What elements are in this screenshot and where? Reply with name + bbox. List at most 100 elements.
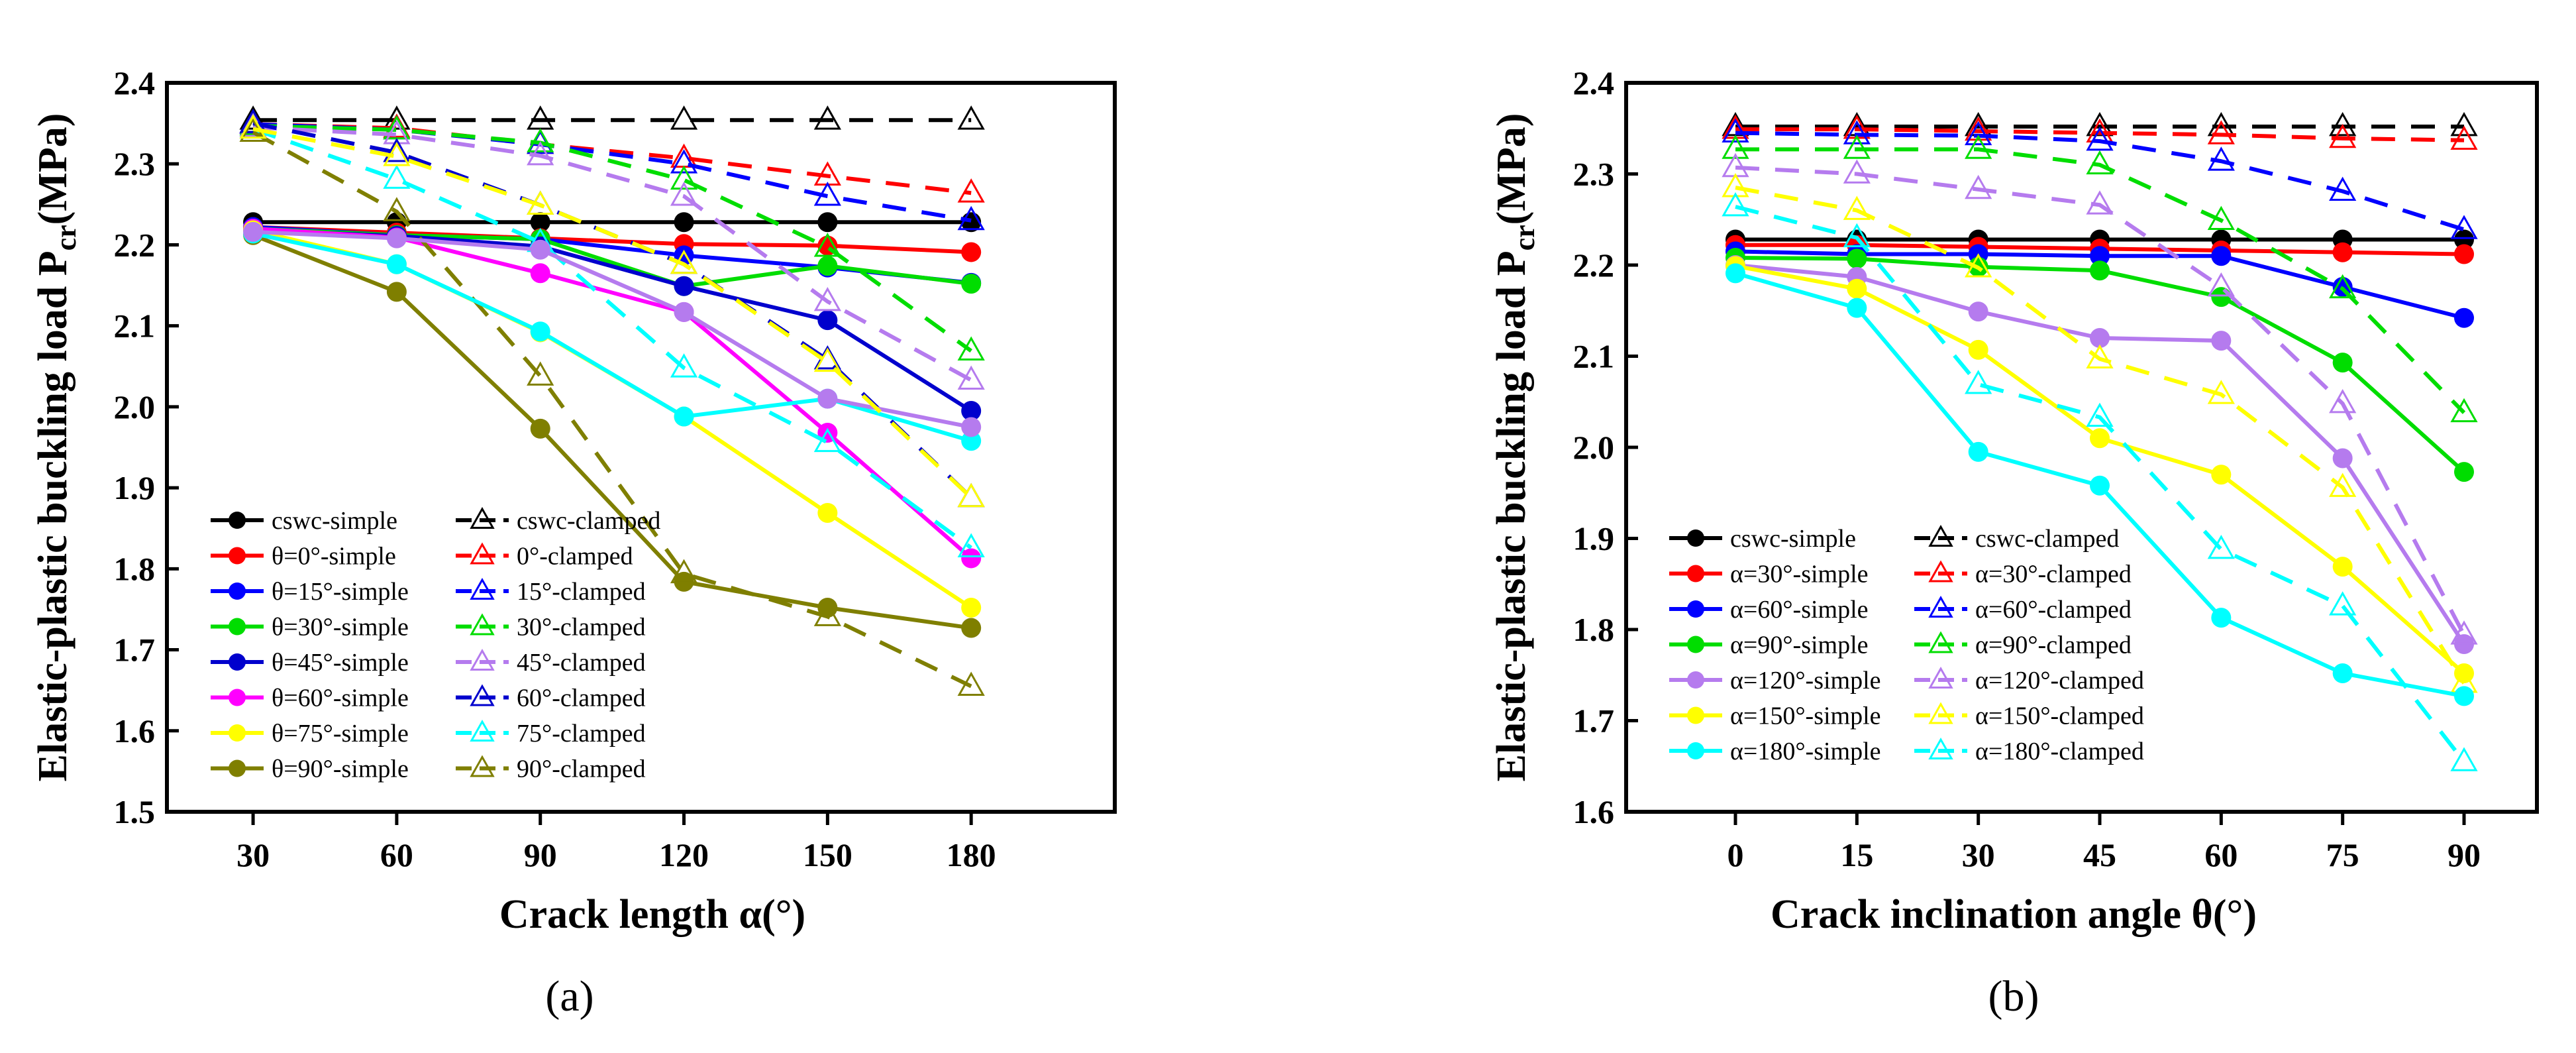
legend-circle-marker <box>229 653 246 671</box>
panel-a-y-axis-title-unit: (MPa) <box>30 113 76 225</box>
series--150-simple <box>1726 256 2474 683</box>
panel-a-x-ticks: 30 60 90 120 150 180 <box>236 812 996 873</box>
legend-triangle-marker <box>1928 737 1953 760</box>
circle-marker <box>961 274 982 294</box>
legend-label: α=90°-clamped <box>1975 632 2132 659</box>
panel-a-marks <box>239 105 985 696</box>
legend-circle-marker <box>1687 742 1704 759</box>
circle-marker <box>961 431 982 451</box>
series--90-simple <box>243 225 982 638</box>
triangle-marker <box>2086 344 2114 369</box>
legend-triangle-marker <box>470 648 495 671</box>
legend-triangle-marker <box>1928 560 1953 582</box>
circle-marker <box>2211 331 2232 351</box>
series-line <box>252 225 972 254</box>
series--180-clamped <box>1722 192 2478 771</box>
legend-circle-marker <box>1687 600 1704 618</box>
legend-circle-marker <box>229 547 246 565</box>
series-line <box>252 229 972 429</box>
legend-label: α=60°-clamped <box>1975 596 2132 624</box>
x-tick-label: 30 <box>236 836 270 873</box>
triangle-marker <box>527 361 554 386</box>
legend-label: θ=45°-simple <box>272 649 409 677</box>
triangle-marker <box>527 140 554 166</box>
x-tick-label: 150 <box>803 836 852 873</box>
x-tick-label: 60 <box>2204 836 2238 873</box>
series-line <box>252 122 972 223</box>
x-tick-label: 75 <box>2326 836 2359 873</box>
triangle-marker <box>527 190 554 215</box>
y-tick-label: 1.7 <box>114 632 156 669</box>
legend-label: α=180°-clamped <box>1975 738 2144 765</box>
triangle-marker <box>957 365 985 390</box>
circle-marker <box>2454 462 2474 482</box>
circle-marker <box>530 418 550 439</box>
y-tick-label: 2.3 <box>1573 156 1615 193</box>
triangle-marker <box>2329 176 2357 201</box>
panel-b-y-axis-title-main: Elastic-plastic buckling load P <box>1489 250 1534 781</box>
panel-a-y-ticks: 1.5 1.6 1.7 1.8 1.9 2.0 2.1 2.2 2.3 2.4 <box>114 64 179 830</box>
legend-label: 45°-clamped <box>517 649 646 677</box>
legend-triangle-marker <box>470 719 495 742</box>
triangle-marker <box>2329 472 2357 497</box>
legend-triangle-marker <box>1928 702 1953 724</box>
triangle-marker <box>1843 195 1871 220</box>
triangle-marker <box>1965 135 1992 159</box>
triangle-marker <box>2450 125 2478 150</box>
triangle-marker <box>1965 253 1992 278</box>
series--180-simple <box>1726 263 2474 706</box>
circle-marker <box>961 417 982 437</box>
circle-marker <box>961 242 982 262</box>
series-line <box>1735 147 2466 414</box>
triangle-marker <box>813 347 841 372</box>
y-tick-label: 2.0 <box>114 388 156 425</box>
circle-marker <box>2090 260 2110 281</box>
x-tick-label: 120 <box>659 836 709 873</box>
legend-label: θ=15°-simple <box>272 578 409 606</box>
triangle-marker <box>383 197 411 221</box>
circle-marker <box>817 212 838 233</box>
circle-marker <box>530 321 550 342</box>
panel-a-label: (a) <box>545 972 593 1021</box>
panel-b-marks <box>1722 111 2478 771</box>
legend-label: α=90°-simple <box>1730 632 1869 659</box>
circle-marker <box>2454 229 2474 250</box>
series-line <box>252 125 972 382</box>
circle-marker <box>2332 242 2353 262</box>
circle-marker <box>2090 246 2110 266</box>
circle-marker <box>2090 328 2110 348</box>
triangle-marker <box>813 182 841 206</box>
legend-label: 0°-clamped <box>517 543 633 571</box>
triangle-marker <box>2086 126 2114 151</box>
triangle-marker <box>1965 116 1992 141</box>
legend-circle-marker <box>1687 636 1704 653</box>
legend-triangle-marker <box>470 755 495 777</box>
circle-marker <box>2211 246 2232 266</box>
series-line <box>252 127 973 499</box>
series--90-clamped <box>1722 135 2478 423</box>
circle-marker <box>2454 307 2474 328</box>
series-line <box>252 231 972 443</box>
legend-triangle-marker <box>1928 524 1953 547</box>
panel-a-y-axis-title-main: Elastic-plastic buckling load P <box>30 250 76 781</box>
circle-marker <box>817 388 838 409</box>
triangle-marker <box>2329 123 2357 148</box>
legend-triangle-marker <box>470 506 495 529</box>
triangle-marker <box>2329 111 2357 137</box>
circle-marker <box>1726 263 1745 284</box>
triangle-marker <box>957 178 985 203</box>
series-line <box>1735 186 2466 685</box>
legend-label: θ=90°-simple <box>272 755 409 783</box>
triangle-marker <box>2086 190 2114 215</box>
triangle-marker <box>527 128 554 152</box>
circle-marker <box>386 254 407 274</box>
legend-circle-marker <box>229 724 246 742</box>
series-90-clamped <box>239 117 985 696</box>
circle-marker <box>530 263 550 284</box>
panel-a-plot-frame <box>165 81 1117 814</box>
series-line <box>1735 165 2466 636</box>
circle-marker <box>961 598 982 618</box>
series-line <box>252 130 972 689</box>
triangle-marker <box>1722 192 1749 217</box>
y-tick-label: 2.1 <box>114 307 156 345</box>
